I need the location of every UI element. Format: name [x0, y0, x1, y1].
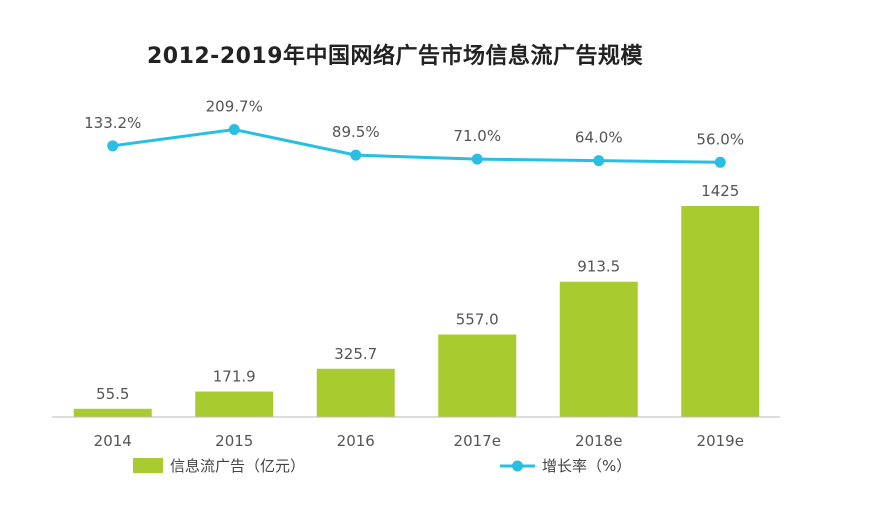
growth-point-2014	[107, 140, 119, 152]
bar-value-label: 557.0	[456, 311, 499, 329]
growth-point-2019e	[714, 156, 726, 168]
bar-value-label: 171.9	[213, 368, 256, 386]
growth-value-label: 64.0%	[575, 129, 623, 147]
x-tick-label: 2019e	[697, 432, 744, 450]
legend-line-label: 增长率（%）	[542, 457, 631, 475]
x-tick-label: 2016	[337, 432, 375, 450]
legend: 信息流广告（亿元） 增长率（%）	[133, 457, 631, 475]
bar-2014	[73, 408, 152, 417]
growth-point-2015	[228, 124, 240, 135]
growth-point-2018e	[593, 155, 605, 167]
growth-point-2016	[350, 149, 362, 161]
legend-bar-swatch	[133, 458, 163, 473]
bars-layer	[73, 206, 760, 417]
bar-2019e	[681, 206, 760, 417]
bar-2017e	[438, 334, 517, 417]
bar-value-label: 55.5	[96, 385, 129, 403]
bar-2015	[195, 391, 274, 417]
growth-value-label: 56.0%	[696, 130, 744, 148]
x-tick-label: 2017e	[454, 432, 501, 450]
growth-line	[112, 127, 721, 164]
bar-value-label: 913.5	[577, 258, 620, 276]
chart-title: 2012-2019年中国网络广告市场信息流广告规模	[146, 44, 644, 69]
bar-2018e	[559, 281, 638, 417]
growth-line-layer	[107, 124, 726, 168]
x-tick-label: 2014	[94, 432, 132, 450]
growth-value-label: 209.7%	[206, 98, 263, 116]
x-tick-label: 2015	[215, 432, 253, 450]
labels-layer: 55.5 2014 133.2% 171.9 2015 209.7% 325.7 2016 89…	[84, 98, 744, 451]
bar-2016	[316, 368, 395, 417]
x-tick-label: 2018e	[575, 432, 622, 450]
growth-point-2017e	[471, 153, 483, 165]
growth-value-label: 89.5%	[332, 123, 380, 141]
legend-bar-label: 信息流广告（亿元）	[170, 457, 305, 475]
bar-value-label: 1425	[701, 182, 739, 200]
bar-value-label: 325.7	[334, 345, 377, 363]
growth-value-label: 133.2%	[84, 114, 141, 132]
legend-line-marker	[512, 460, 523, 472]
growth-value-label: 71.0%	[453, 127, 501, 145]
